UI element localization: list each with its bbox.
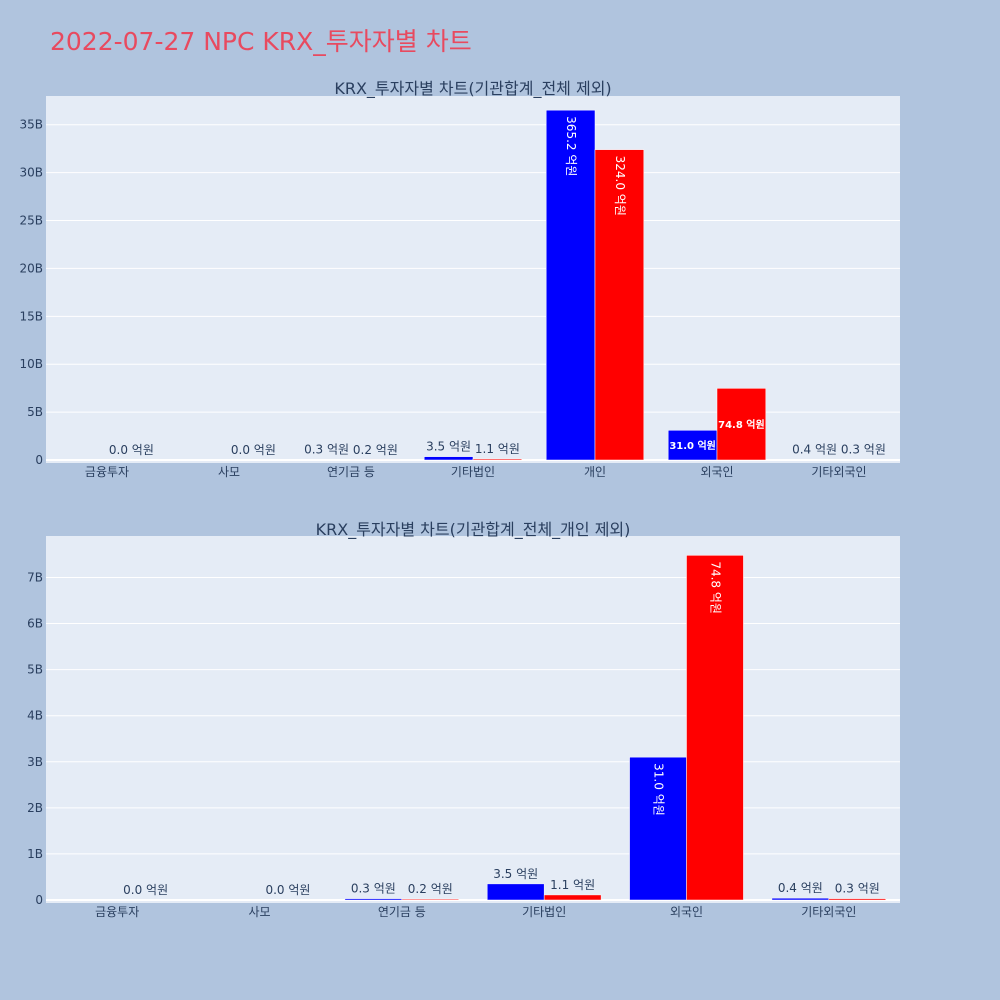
bar — [472, 458, 523, 461]
bar — [629, 756, 687, 901]
bar — [771, 897, 830, 901]
y-tick-label: 25B — [19, 214, 43, 228]
data-label: 324.0 억원 — [613, 156, 627, 216]
x-tick-label: 기타외국인 — [811, 465, 866, 479]
plot-area — [46, 536, 900, 903]
plot-area — [46, 96, 900, 463]
bar — [486, 883, 545, 901]
y-tick-label: 0 — [35, 893, 43, 907]
x-tick-label: 연기금 등 — [378, 905, 426, 919]
x-tick-label: 연기금 등 — [327, 465, 375, 479]
bar — [594, 149, 645, 461]
x-tick-label: 기타법인 — [451, 465, 495, 479]
chart-title: KRX_투자자별 차트(기관합계_전체 제외) — [334, 79, 611, 99]
bar — [423, 456, 474, 461]
bar — [545, 109, 596, 461]
page-title: 2022-07-27 NPC KRX_투자자별 차트 — [50, 27, 472, 56]
y-tick-label: 3B — [27, 755, 43, 769]
chart-title: KRX_투자자별 차트(기관합계_전체_개인 제외) — [316, 520, 631, 540]
data-label: 3.5 억원 — [426, 440, 471, 454]
x-tick-label: 금융투자 — [85, 465, 129, 479]
data-label: 3.5 억원 — [493, 867, 538, 881]
y-tick-label: 15B — [19, 309, 43, 323]
x-tick-label: 기타외국인 — [801, 905, 856, 919]
y-tick-label: 1B — [27, 847, 43, 861]
y-tick-label: 10B — [19, 357, 43, 371]
x-tick-label: 기타법인 — [522, 905, 566, 919]
data-label: 0.3 억원 — [835, 882, 880, 896]
bar — [828, 898, 887, 901]
y-tick-label: 0 — [35, 453, 43, 467]
data-label: 0.0 억원 — [265, 883, 310, 897]
y-tick-label: 7B — [27, 570, 43, 584]
y-tick-label: 5B — [27, 405, 43, 419]
x-tick-label: 금융투자 — [95, 905, 139, 919]
data-label: 0.4 억원 — [792, 443, 837, 457]
data-label: 0.3 억원 — [841, 443, 886, 457]
data-label: 365.2 억원 — [564, 116, 578, 176]
bar — [543, 894, 602, 901]
y-tick-label: 30B — [19, 166, 43, 180]
x-tick-label: 개인 — [584, 465, 606, 479]
bar — [344, 898, 403, 901]
bar — [716, 388, 767, 461]
y-tick-label: 4B — [27, 709, 43, 723]
y-tick-label: 6B — [27, 617, 43, 631]
data-label: 0.0 억원 — [231, 443, 276, 457]
chart-2: KRX_투자자별 차트(기관합계_전체_개인 제외) 0 1B 2B 3B 4B 5B 6B 7… — [27, 520, 900, 919]
y-tick-label: 5B — [27, 663, 43, 677]
bar — [401, 898, 460, 901]
y-tick-label: 35B — [19, 118, 43, 132]
bar — [686, 555, 744, 901]
data-label: 0.4 억원 — [778, 881, 823, 895]
x-tick-label: 사모 — [248, 905, 270, 919]
x-tick-label: 외국인 — [700, 465, 733, 479]
data-label: 0.0 억원 — [123, 883, 168, 897]
data-label: 1.1 억원 — [550, 878, 595, 892]
data-label: 0.2 억원 — [408, 882, 453, 896]
data-label: 31.0 억원 — [652, 763, 666, 816]
data-label: 0.0 억원 — [109, 443, 154, 457]
bar — [667, 430, 718, 461]
data-label: 74.8 억원 — [718, 418, 765, 431]
x-tick-label: 외국인 — [670, 905, 703, 919]
data-label: 74.8 억원 — [708, 561, 722, 614]
chart-1: KRX_투자자별 차트(기관합계_전체 제외) 0 5B 10B 15B 20B 25B 30… — [19, 79, 900, 479]
data-label: 0.2 억원 — [353, 443, 398, 457]
data-label: 0.3 억원 — [304, 443, 349, 457]
data-label: 0.3 억원 — [351, 882, 396, 896]
y-tick-label: 20B — [19, 261, 43, 275]
y-tick-label: 2B — [27, 801, 43, 815]
data-label: 1.1 억원 — [475, 442, 520, 456]
data-label: 31.0 억원 — [669, 439, 716, 452]
x-tick-label: 사모 — [218, 465, 240, 479]
